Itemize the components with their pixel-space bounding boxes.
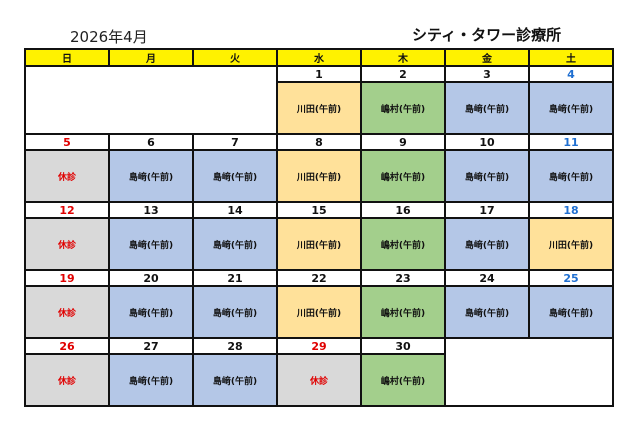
closed-day-cell: 休診 — [24, 149, 110, 203]
calendar-table: 日 月 火 水 木 金 土 1 2 3 4 川田(午前) 嶋村(午前) 島﨑(午前) 島﨑(午… — [24, 48, 614, 407]
clinic-name: シティ・タワー診療所 — [412, 26, 562, 44]
date-number: 6 — [108, 133, 194, 151]
doctor-schedule-cell: 島﨑(午前) — [108, 353, 194, 407]
date-number: 9 — [360, 133, 446, 151]
doctor-schedule-cell: 島﨑(午前) — [444, 285, 530, 339]
doctor-schedule-cell: 嶋村(午前) — [360, 81, 446, 135]
doctor-schedule-cell: 島﨑(午前) — [108, 285, 194, 339]
weekday-fri: 金 — [444, 48, 530, 67]
date-number: 20 — [108, 269, 194, 287]
date-number: 10 — [444, 133, 530, 151]
doctor-schedule-cell: 島﨑(午前) — [528, 81, 614, 135]
date-number: 15 — [276, 201, 362, 219]
date-row: 12 13 14 15 16 17 18 — [24, 201, 614, 219]
date-number: 5 — [24, 133, 110, 151]
calendar-body: 1 2 3 4 川田(午前) 嶋村(午前) 島﨑(午前) 島﨑(午前) 5 6 7 8 9 10 11 休診島… — [24, 65, 614, 407]
doctor-schedule-cell: 嶋村(午前) — [360, 217, 446, 271]
date-number: 8 — [276, 133, 362, 151]
doctor-schedule-cell: 嶋村(午前) — [360, 149, 446, 203]
date-number: 11 — [528, 133, 614, 151]
doctor-schedule-cell: 嶋村(午前) — [360, 285, 446, 339]
date-number: 17 — [444, 201, 530, 219]
weekday-tue: 火 — [192, 48, 278, 67]
doctor-schedule-cell: 島﨑(午前) — [192, 149, 278, 203]
date-number: 28 — [192, 337, 278, 355]
empty-cell — [444, 337, 614, 407]
closed-day-cell: 休診 — [24, 285, 110, 339]
closed-day-cell: 休診 — [24, 353, 110, 407]
date-number: 24 — [444, 269, 530, 287]
date-row: 5 6 7 8 9 10 11 — [24, 133, 614, 151]
date-number: 4 — [528, 65, 614, 83]
date-number: 13 — [108, 201, 194, 219]
weekday-header-row: 日 月 火 水 木 金 土 — [24, 48, 614, 67]
doctor-schedule-cell: 川田(午前) — [276, 217, 362, 271]
date-number: 16 — [360, 201, 446, 219]
date-number: 27 — [108, 337, 194, 355]
weekday-thu: 木 — [360, 48, 446, 67]
date-number: 7 — [192, 133, 278, 151]
schedule-row: 休診 島﨑(午前) 島﨑(午前) 川田(午前) 嶋村(午前) 島﨑(午前) 島﨑(午前) — [24, 285, 614, 339]
doctor-schedule-cell: 川田(午前) — [276, 81, 362, 135]
date-number: 2 — [360, 65, 446, 83]
doctor-schedule-cell: 嶋村(午前) — [360, 353, 446, 407]
date-number: 12 — [24, 201, 110, 219]
doctor-schedule-cell: 島﨑(午前) — [108, 149, 194, 203]
month-title: 2026年4月 — [70, 28, 148, 46]
schedule-row: 休診 島﨑(午前) 島﨑(午前) 川田(午前) 嶋村(午前) 島﨑(午前) 川田(午前) — [24, 217, 614, 271]
doctor-schedule-cell: 島﨑(午前) — [192, 217, 278, 271]
doctor-schedule-cell: 島﨑(午前) — [192, 285, 278, 339]
date-number: 1 — [276, 65, 362, 83]
date-number: 29 — [276, 337, 362, 355]
doctor-schedule-cell: 川田(午前) — [276, 285, 362, 339]
doctor-schedule-cell: 島﨑(午前) — [528, 285, 614, 339]
weekday-wed: 水 — [276, 48, 362, 67]
weekday-sun: 日 — [24, 48, 110, 67]
weekday-mon: 月 — [108, 48, 194, 67]
schedule-row: 休診 島﨑(午前) 島﨑(午前) 休診 嶋村(午前) — [24, 353, 613, 407]
schedule-row: 川田(午前) 嶋村(午前) 島﨑(午前) 島﨑(午前) — [25, 81, 614, 135]
empty-cell — [24, 65, 278, 135]
date-number: 26 — [24, 337, 110, 355]
date-number: 25 — [528, 269, 614, 287]
date-number: 22 — [276, 269, 362, 287]
doctor-schedule-cell: 川田(午前) — [528, 217, 614, 271]
date-number: 18 — [528, 201, 614, 219]
doctor-schedule-cell: 川田(午前) — [276, 149, 362, 203]
doctor-schedule-cell: 島﨑(午前) — [444, 217, 530, 271]
doctor-schedule-cell: 島﨑(午前) — [528, 149, 614, 203]
closed-day-cell: 休診 — [24, 217, 110, 271]
date-number: 19 — [24, 269, 110, 287]
doctor-schedule-cell: 島﨑(午前) — [444, 81, 530, 135]
weekday-sat: 土 — [528, 48, 614, 67]
date-row: 19 20 21 22 23 24 25 — [24, 269, 614, 287]
closed-day-cell: 休診 — [276, 353, 362, 407]
date-number: 14 — [192, 201, 278, 219]
date-number: 30 — [360, 337, 446, 355]
date-number: 21 — [192, 269, 278, 287]
date-number: 3 — [444, 65, 530, 83]
date-row: 26 27 28 29 30 — [24, 337, 614, 407]
doctor-schedule-cell: 島﨑(午前) — [108, 217, 194, 271]
schedule-row: 休診 島﨑(午前) 島﨑(午前) 川田(午前) 嶋村(午前) 島﨑(午前) 島﨑(午前) — [24, 149, 614, 203]
doctor-schedule-cell: 島﨑(午前) — [444, 149, 530, 203]
date-number: 23 — [360, 269, 446, 287]
doctor-schedule-cell: 島﨑(午前) — [192, 353, 278, 407]
